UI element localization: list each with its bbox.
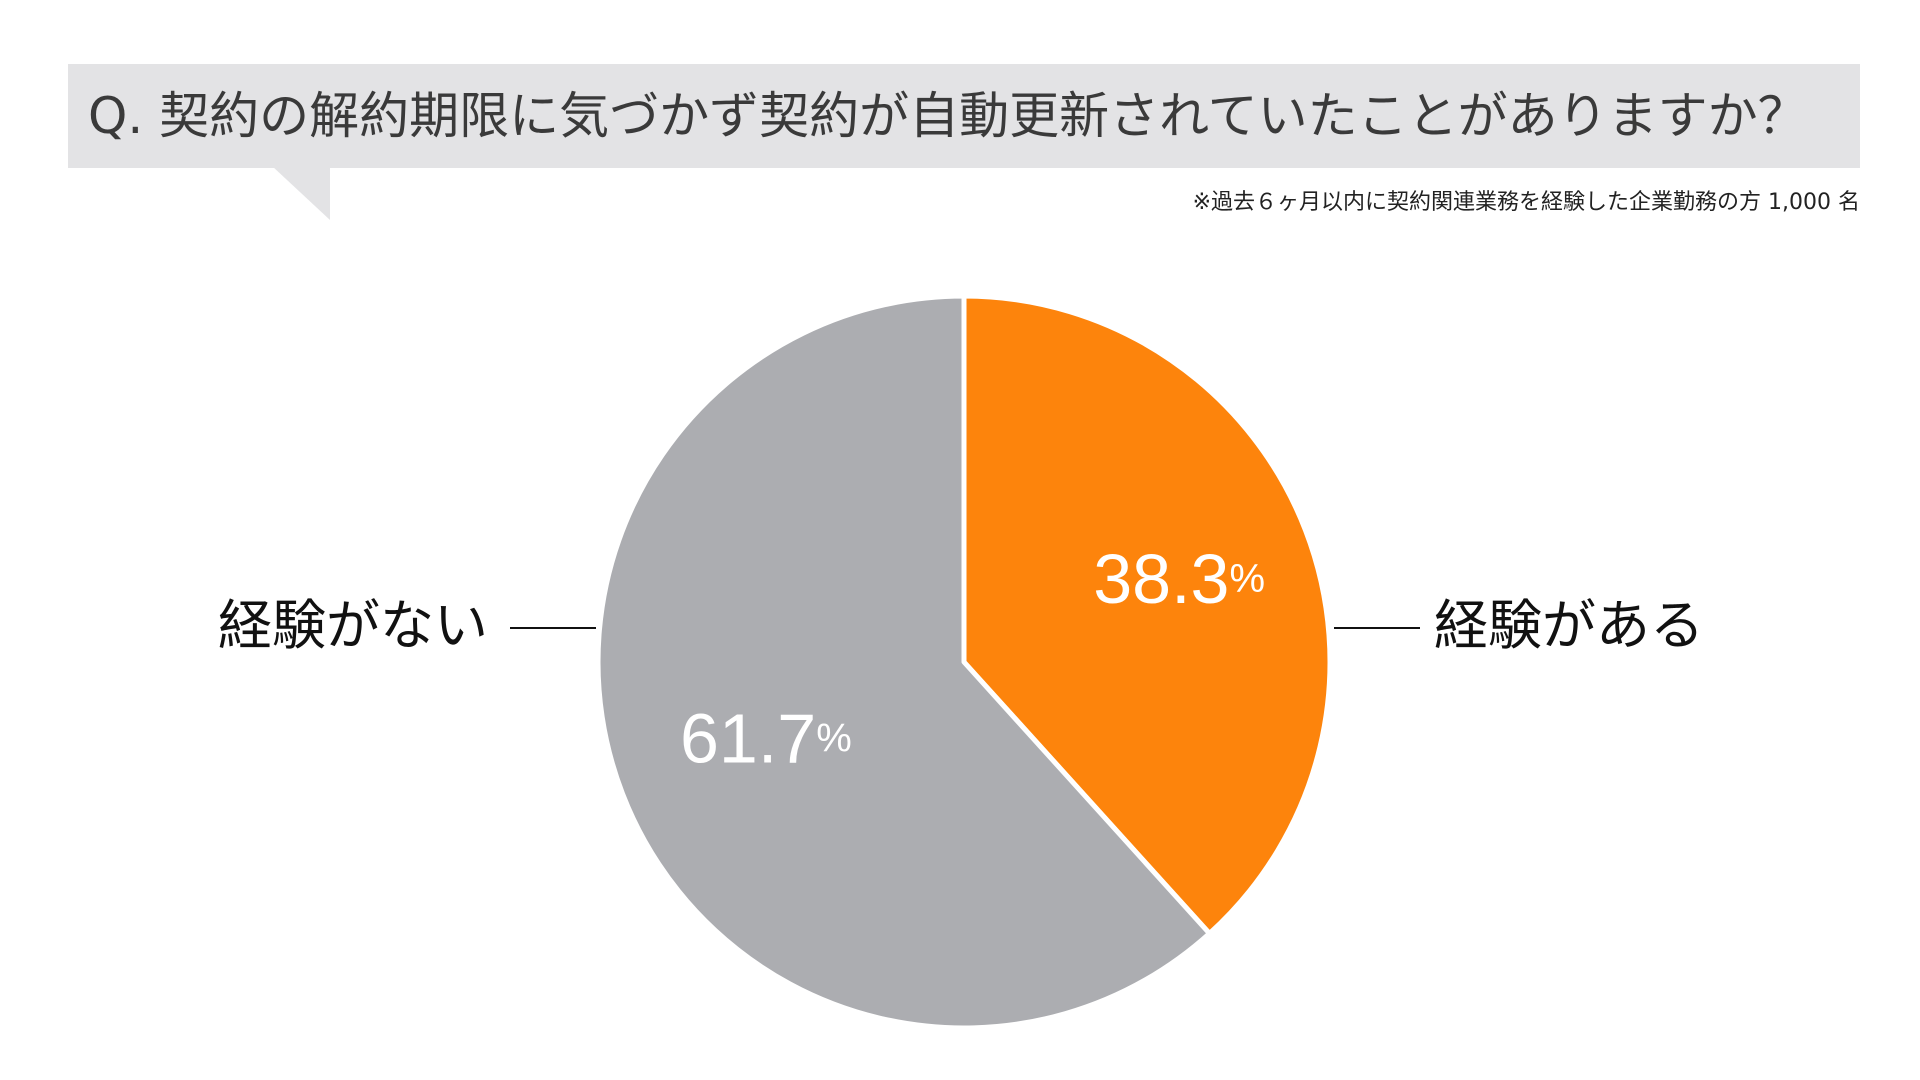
question-title: Q. 契約の解約期限に気づかず契約が自動更新されていたことがありますか？	[88, 87, 1808, 145]
slice-experienced	[961, 293, 1333, 936]
label-not-experienced: 経験がない	[218, 594, 488, 657]
label-experienced: 経験がある	[1434, 594, 1704, 657]
value-labels: 38.3% 61.7%	[680, 540, 1265, 777]
sample-note: ※過去６ヶ月以内に契約関連業務を経験した企業勤務の方 1,000 名	[1192, 190, 1860, 215]
slice-not-experienced	[595, 293, 1212, 1031]
value-label-not-experienced: 61.7%	[680, 699, 852, 777]
question-box	[68, 64, 1860, 168]
value-label-experienced: 38.3%	[1093, 540, 1265, 618]
pie-slices	[595, 293, 1333, 1031]
